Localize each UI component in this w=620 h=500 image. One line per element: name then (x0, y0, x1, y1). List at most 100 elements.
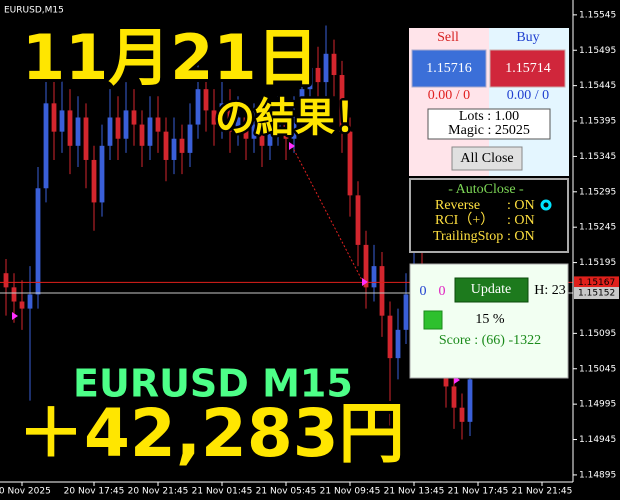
y-tick-label: 1.15445 (579, 81, 616, 91)
x-tick-label: 21 Nov 13:45 (384, 487, 445, 497)
price-level-label: 1.15152 (578, 289, 615, 299)
candle-body (27, 294, 33, 309)
candle-body (35, 188, 41, 295)
price-level-box (574, 276, 619, 289)
candle-body (467, 379, 473, 422)
candle-body (371, 266, 377, 288)
candle-body (219, 103, 225, 125)
candle-body (459, 407, 465, 422)
candle-body (171, 138, 177, 160)
y-tick-label: 1.14895 (579, 470, 616, 480)
x-tick-label: 20 Nov 21:45 (128, 487, 189, 497)
x-tick-label: 21 Nov 21:45 (512, 487, 573, 497)
x-tick-label: 21 Nov 05:45 (256, 487, 317, 497)
candle-body (19, 301, 25, 309)
update-label: Update (471, 282, 511, 297)
candle-body (299, 89, 305, 118)
candle-body (11, 287, 17, 302)
x-tick-label: 21 Nov 01:45 (192, 487, 253, 497)
price-level-box (574, 287, 619, 300)
candle-body (187, 124, 193, 153)
candle-body (267, 131, 273, 146)
autoclose-title: - AutoClose - (448, 182, 524, 197)
y-tick-label: 1.15345 (579, 152, 616, 162)
candle-body (195, 89, 201, 125)
candle-body (235, 117, 241, 132)
y-tick-label: 1.14995 (579, 400, 616, 410)
candle-body (339, 75, 345, 132)
candle-body (395, 329, 401, 359)
candle-body (163, 131, 169, 160)
setting-value: : ON (507, 229, 535, 244)
buy-price: 1.15714 (505, 61, 551, 76)
y-tick-label: 1.14945 (579, 435, 616, 445)
x-tick-label: 20 Nov 2025 (0, 487, 51, 497)
status-indicator (540, 199, 552, 211)
price-chart: 1.15545 1.15495 1.15445 1.15395 1.15345 1.152… (0, 10, 616, 497)
candle-body (379, 266, 385, 316)
candle-body (139, 124, 145, 146)
candle-body (43, 103, 49, 189)
candle-body (99, 145, 105, 203)
setting-name: TrailingStop (433, 229, 503, 244)
y-tick-label: 1.15095 (579, 329, 616, 339)
y-tick-label: 1.15045 (579, 364, 616, 374)
lots-label: Lots : 1.00 (459, 109, 519, 124)
candle-body (179, 138, 185, 153)
arrow-marker (362, 278, 368, 286)
lots-box (427, 108, 551, 140)
candle-body (307, 67, 313, 90)
candle-body (347, 131, 353, 196)
profit-title: ＋42,283円 (18, 395, 405, 472)
pair-title: EURUSD M15 (73, 362, 353, 406)
buy-pnl: 0.00 / 0 (507, 88, 549, 103)
candle-body (227, 103, 233, 132)
candle-body (331, 53, 337, 76)
candle-body (291, 117, 297, 139)
candle-body (387, 315, 393, 359)
y-tick-label: 1.15245 (579, 223, 616, 233)
candle-body (451, 386, 457, 408)
sell-header: Sell (437, 30, 459, 45)
candle-body (147, 117, 153, 146)
symbol-label: EURUSD,M15 (4, 6, 64, 16)
y-tick-label: 1.15395 (579, 117, 616, 127)
y-tick-label: 1.15495 (579, 46, 616, 56)
candle-body (323, 53, 329, 83)
all-close-label: All Close (460, 151, 513, 166)
candle-body (355, 195, 361, 245)
y-tick-label: 1.15295 (579, 187, 616, 197)
trade-line (291, 145, 364, 283)
autoclose-panel: - AutoClose - Reverse : ON RCI（+） : ON T… (409, 178, 569, 253)
buy-button[interactable] (489, 49, 566, 88)
x-tick-label: 21 Nov 09:45 (320, 487, 381, 497)
candle-body (251, 124, 257, 139)
candle-body (3, 273, 9, 288)
count-a: 0 (420, 284, 427, 299)
candle-body (91, 159, 97, 203)
sell-pnl: 0.00 / 0 (428, 88, 470, 103)
candle-body (363, 244, 369, 288)
x-tick-label: 20 Nov 17:45 (64, 487, 125, 497)
status-panel: 0 0 Update H: 23 15 % Score : (66) -1322 (409, 263, 569, 379)
setting-value: : ON (507, 198, 535, 213)
sell-price: 1.15716 (426, 61, 472, 76)
score-label: Score : (66) -1322 (439, 333, 541, 348)
candle-body (131, 110, 137, 125)
price-level-label: 1.15167 (578, 278, 615, 288)
sell-button[interactable] (411, 49, 487, 88)
candle-body (155, 117, 161, 132)
candle-body (403, 294, 409, 330)
candle-body (67, 110, 73, 146)
y-tick-label: 1.15545 (579, 10, 616, 20)
all-close-button[interactable] (451, 146, 523, 171)
buy-header: Buy (516, 30, 539, 45)
candle-body (243, 117, 249, 139)
order-panel: Sell Buy 1.15716 1.15714 0.00 / 0 0.00 /… (409, 28, 569, 176)
update-button[interactable] (454, 277, 529, 303)
magic-label: Magic : 25025 (448, 123, 530, 138)
percent-label: 15 % (475, 312, 505, 327)
candle-body (75, 117, 81, 146)
setting-name: Reverse (435, 198, 480, 213)
